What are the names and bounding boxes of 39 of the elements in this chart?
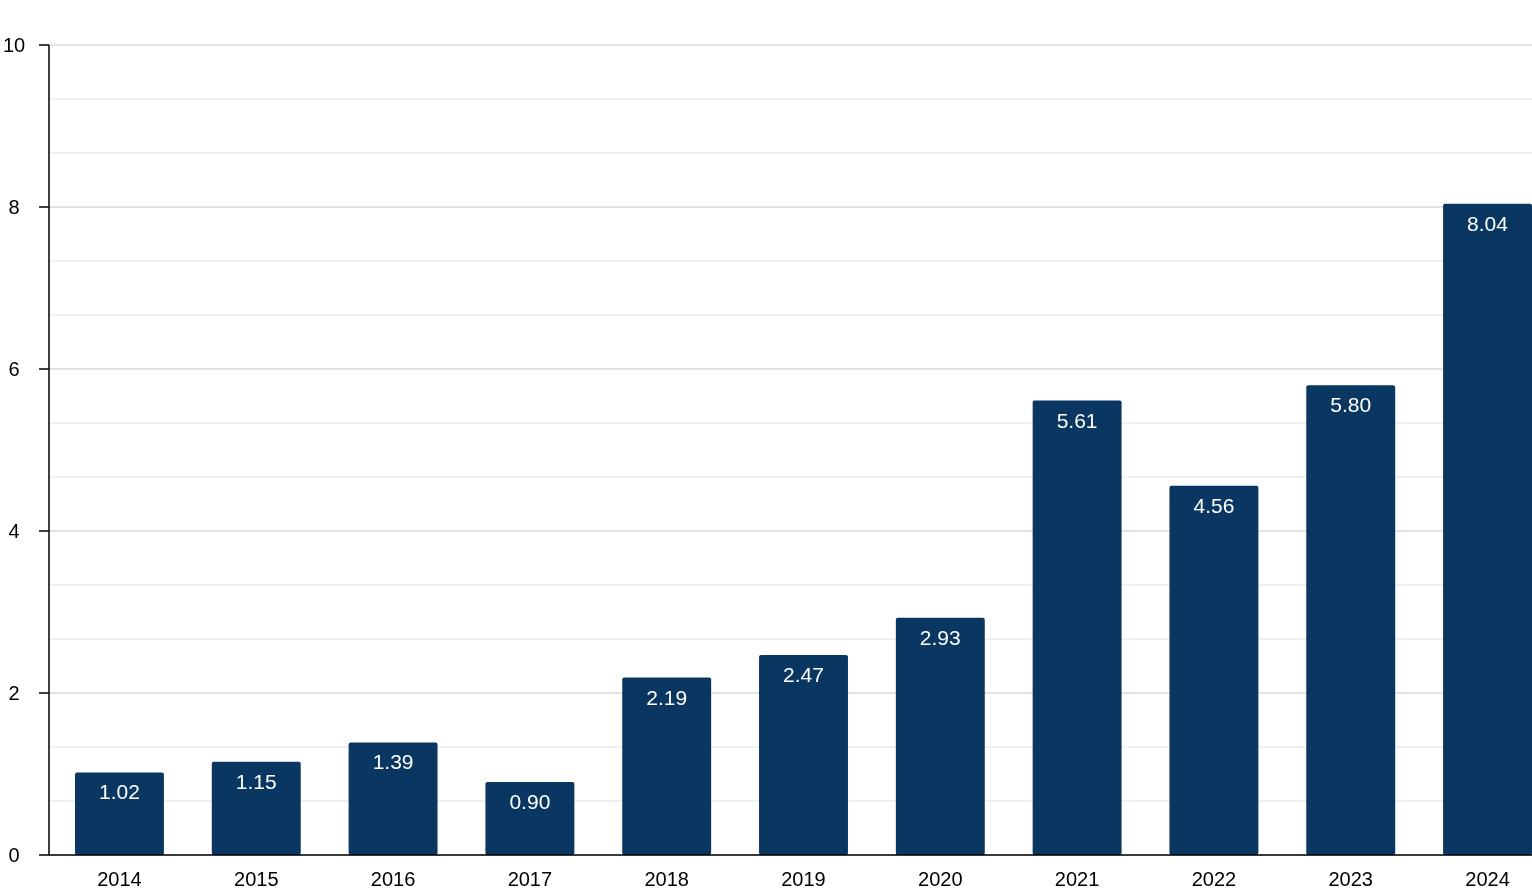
- data-label: 5.61: [1056, 408, 1098, 432]
- data-label: 2.47: [783, 662, 824, 686]
- data-label: 4.56: [1193, 493, 1235, 517]
- bar: [348, 742, 438, 855]
- x-tick-label: 2015: [234, 868, 279, 890]
- bar: [485, 782, 575, 855]
- data-label: 1.02: [99, 780, 140, 804]
- x-tick-label: 2019: [781, 868, 826, 890]
- y-tick-label: 8: [8, 196, 20, 218]
- x-tick-label: 2022: [1191, 868, 1237, 890]
- x-tick-label: 2024: [1465, 868, 1510, 890]
- y-tick-label: 6: [8, 358, 20, 380]
- x-tick-label: 2014: [97, 868, 142, 890]
- y-tick-label: 0: [8, 844, 20, 866]
- bar: [622, 677, 712, 855]
- data-label: 1.15: [235, 769, 277, 793]
- data-label: 1.39: [372, 750, 414, 774]
- y-tick-label: 10: [2, 34, 26, 56]
- bar: [1443, 203, 1532, 855]
- bar: [759, 654, 848, 855]
- data-label: 0.90: [509, 790, 551, 814]
- x-tick-label: 2020: [918, 868, 963, 890]
- y-tick-label: 4: [8, 520, 20, 542]
- bar: [895, 617, 985, 855]
- bar: [211, 761, 301, 855]
- x-tick-label: 2021: [1054, 868, 1100, 890]
- bar: [1306, 385, 1396, 855]
- bar: [1032, 400, 1122, 855]
- x-tick-label: 2017: [507, 868, 553, 890]
- data-label: 2.19: [646, 685, 688, 709]
- bar: [75, 772, 164, 855]
- x-tick-label: 2018: [644, 868, 689, 890]
- bar: [1169, 485, 1259, 855]
- data-label: 2.93: [919, 625, 961, 649]
- y-tick-label: 2: [8, 682, 20, 704]
- x-tick-label: 2016: [370, 868, 416, 890]
- data-label: 8.04: [1467, 211, 1509, 235]
- x-tick-label: 2023: [1328, 868, 1373, 890]
- data-label: 5.80: [1330, 393, 1372, 417]
